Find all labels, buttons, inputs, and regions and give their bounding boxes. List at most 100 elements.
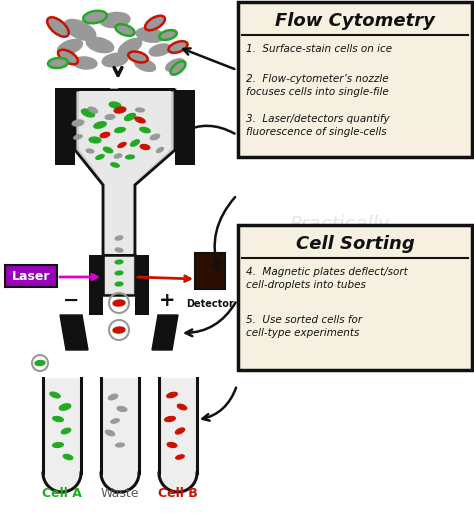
Text: Flow Cytometry: Flow Cytometry: [275, 12, 435, 30]
Ellipse shape: [83, 10, 107, 23]
Ellipse shape: [167, 392, 177, 398]
Text: Science.com: Science.com: [278, 237, 402, 257]
Ellipse shape: [166, 59, 184, 71]
Polygon shape: [160, 473, 196, 491]
Ellipse shape: [116, 443, 125, 447]
Ellipse shape: [96, 154, 104, 160]
Ellipse shape: [115, 282, 123, 286]
Text: 3.  Laser/detectors quantify
fluorescence of single-cells: 3. Laser/detectors quantify fluorescence…: [246, 114, 390, 137]
Ellipse shape: [128, 51, 148, 62]
Ellipse shape: [105, 114, 115, 120]
FancyBboxPatch shape: [91, 255, 103, 310]
Text: 2.  Flow-cytometer’s nozzle
focuses cells into single-file: 2. Flow-cytometer’s nozzle focuses cells…: [246, 74, 389, 97]
Text: 1.  Surface-stain cells on ice: 1. Surface-stain cells on ice: [246, 44, 392, 54]
FancyBboxPatch shape: [5, 265, 57, 287]
Ellipse shape: [113, 327, 125, 333]
Text: Laser: Laser: [12, 269, 50, 282]
Polygon shape: [75, 90, 175, 255]
Ellipse shape: [176, 455, 184, 459]
Text: Waste: Waste: [101, 487, 139, 500]
Ellipse shape: [175, 428, 185, 434]
Ellipse shape: [136, 108, 145, 112]
Ellipse shape: [145, 16, 165, 30]
Polygon shape: [44, 473, 80, 491]
Ellipse shape: [105, 430, 115, 436]
Ellipse shape: [100, 13, 130, 28]
Text: 4.  Magnetic plates deflect/sort
cell-droplets into tubes: 4. Magnetic plates deflect/sort cell-dro…: [246, 267, 408, 290]
FancyBboxPatch shape: [175, 90, 195, 165]
Ellipse shape: [73, 135, 82, 139]
Text: Practically: Practically: [290, 215, 390, 235]
Ellipse shape: [47, 17, 69, 37]
Text: Cell B: Cell B: [158, 487, 198, 500]
Ellipse shape: [140, 127, 150, 133]
Ellipse shape: [118, 38, 142, 56]
Text: −: −: [63, 291, 79, 310]
FancyBboxPatch shape: [55, 88, 110, 100]
Ellipse shape: [135, 117, 145, 123]
Ellipse shape: [110, 163, 119, 167]
Text: +: +: [159, 291, 175, 310]
Ellipse shape: [159, 30, 177, 40]
Ellipse shape: [57, 39, 82, 55]
Ellipse shape: [118, 142, 126, 148]
Ellipse shape: [35, 361, 45, 365]
Ellipse shape: [108, 394, 118, 400]
Polygon shape: [102, 473, 138, 491]
Polygon shape: [152, 315, 178, 350]
Ellipse shape: [63, 454, 73, 460]
Text: 5.  Use sorted cells for
cell-type experiments: 5. Use sorted cells for cell-type experi…: [246, 315, 362, 338]
FancyBboxPatch shape: [89, 255, 103, 315]
Ellipse shape: [109, 102, 121, 108]
Ellipse shape: [115, 128, 126, 133]
Ellipse shape: [135, 59, 155, 71]
Polygon shape: [60, 315, 88, 350]
Ellipse shape: [53, 416, 64, 422]
Ellipse shape: [61, 428, 71, 434]
FancyBboxPatch shape: [195, 253, 225, 289]
Ellipse shape: [50, 392, 60, 398]
Ellipse shape: [113, 300, 125, 306]
Ellipse shape: [73, 57, 97, 69]
FancyBboxPatch shape: [118, 88, 175, 100]
Ellipse shape: [100, 132, 110, 138]
Ellipse shape: [72, 120, 84, 126]
FancyBboxPatch shape: [238, 225, 472, 370]
Text: Detector: Detector: [186, 299, 234, 309]
Ellipse shape: [53, 443, 64, 447]
Ellipse shape: [86, 37, 114, 53]
Ellipse shape: [59, 404, 71, 411]
Ellipse shape: [115, 248, 123, 252]
FancyBboxPatch shape: [44, 378, 80, 473]
Ellipse shape: [116, 24, 135, 36]
Ellipse shape: [171, 61, 185, 75]
Ellipse shape: [102, 53, 128, 67]
Ellipse shape: [156, 148, 164, 153]
Ellipse shape: [177, 404, 187, 410]
Ellipse shape: [126, 155, 135, 159]
Ellipse shape: [82, 109, 95, 117]
Ellipse shape: [168, 41, 188, 53]
Ellipse shape: [58, 50, 78, 64]
Ellipse shape: [124, 113, 136, 121]
FancyBboxPatch shape: [160, 378, 196, 473]
Ellipse shape: [149, 44, 171, 56]
Ellipse shape: [89, 137, 101, 143]
FancyBboxPatch shape: [103, 255, 135, 295]
Ellipse shape: [136, 28, 164, 43]
Ellipse shape: [167, 443, 177, 448]
Ellipse shape: [88, 107, 98, 113]
Ellipse shape: [114, 107, 126, 113]
FancyBboxPatch shape: [55, 90, 75, 165]
Ellipse shape: [115, 236, 123, 240]
Ellipse shape: [48, 58, 68, 68]
Ellipse shape: [110, 419, 119, 423]
Ellipse shape: [130, 140, 139, 146]
Ellipse shape: [64, 19, 96, 40]
FancyBboxPatch shape: [238, 2, 472, 157]
Ellipse shape: [86, 149, 94, 153]
FancyBboxPatch shape: [135, 255, 149, 315]
FancyBboxPatch shape: [102, 378, 138, 473]
Ellipse shape: [103, 147, 113, 153]
Text: Cell A: Cell A: [42, 487, 82, 500]
